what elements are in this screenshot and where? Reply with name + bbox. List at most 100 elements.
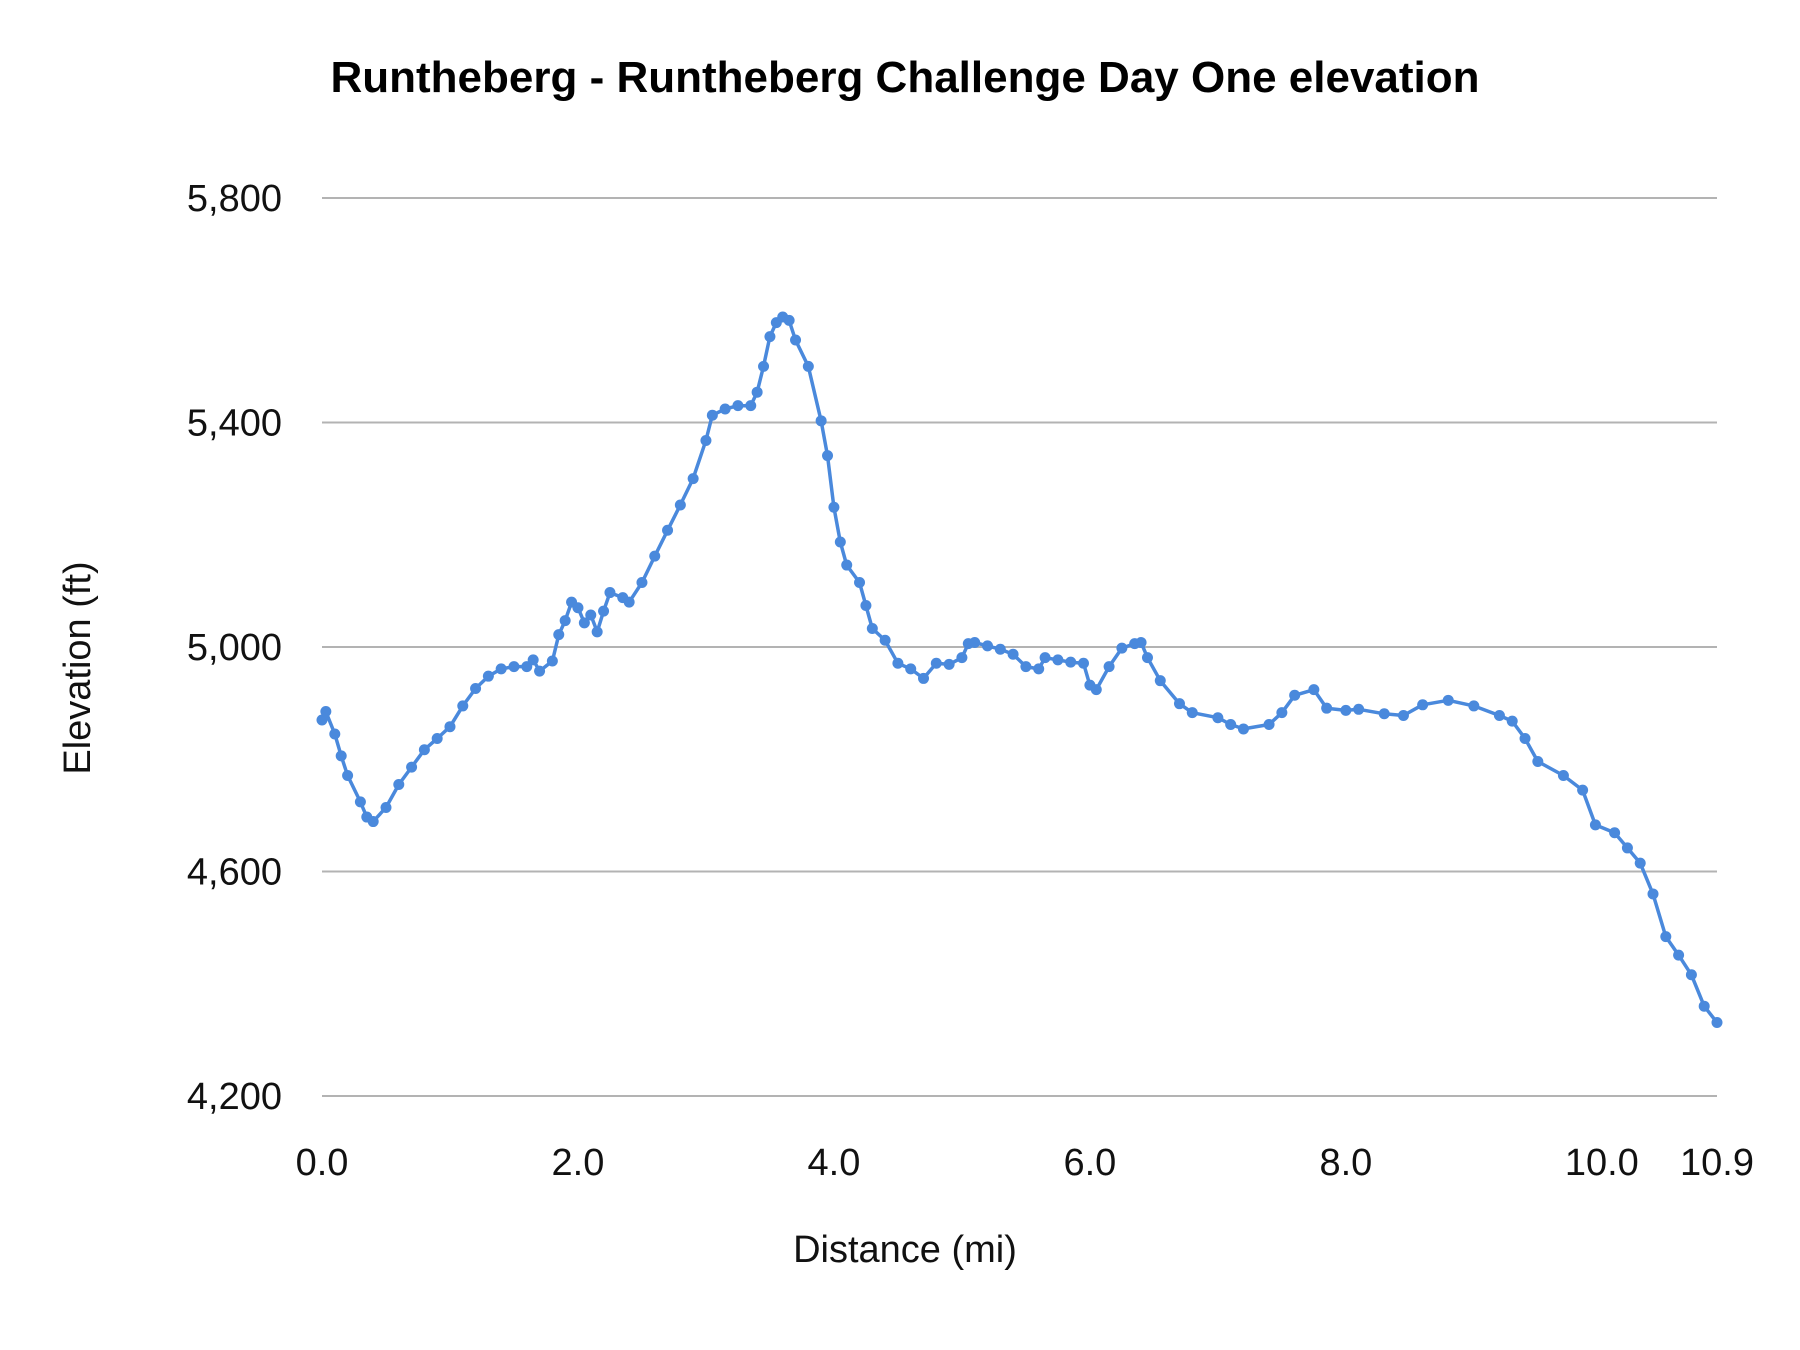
data-point: [1225, 718, 1237, 730]
data-point: [706, 409, 718, 421]
data-point: [790, 334, 802, 346]
x-tick-label: 2.0: [552, 1142, 605, 1184]
data-point: [943, 658, 955, 670]
data-point: [1589, 819, 1601, 831]
data-point: [1007, 648, 1019, 660]
data-point: [860, 599, 872, 611]
data-point: [329, 728, 341, 740]
data-point: [354, 796, 366, 808]
data-point: [700, 434, 712, 446]
data-point: [1103, 661, 1115, 673]
y-tick-label: 4,600: [187, 852, 282, 894]
data-point: [418, 744, 430, 756]
data-point: [905, 663, 917, 675]
data-point: [719, 403, 731, 415]
data-point: [1417, 699, 1429, 711]
data-point: [1660, 931, 1672, 943]
data-point: [930, 657, 942, 669]
data-point: [342, 770, 354, 782]
data-point: [841, 559, 853, 571]
data-point: [745, 400, 757, 412]
data-point: [1090, 684, 1102, 696]
y-axis-title: Elevation (ft): [57, 561, 99, 774]
data-point: [1506, 715, 1518, 727]
y-tick-label: 4,200: [187, 1076, 282, 1118]
x-tick-label: 8.0: [1319, 1142, 1372, 1184]
data-point: [1154, 675, 1166, 687]
data-point: [457, 700, 469, 712]
data-point: [1116, 642, 1128, 654]
data-point: [649, 550, 661, 562]
x-tick-label: 10.0: [1565, 1142, 1639, 1184]
data-point: [1033, 663, 1045, 675]
data-point: [572, 602, 584, 614]
data-point: [687, 473, 699, 485]
data-point: [751, 386, 763, 398]
data-point: [1685, 969, 1697, 981]
data-point: [1397, 709, 1409, 721]
data-point: [674, 499, 686, 511]
data-point: [335, 750, 347, 762]
data-point: [591, 626, 603, 638]
data-point: [1532, 755, 1544, 767]
data-point: [1135, 637, 1147, 649]
data-point: [1065, 656, 1077, 668]
data-point: [482, 670, 494, 682]
chart-title: Runtheberg - Runtheberg Challenge Day On…: [330, 53, 1479, 102]
data-point: [1647, 888, 1659, 900]
data-point: [1020, 661, 1032, 673]
y-axis-ticks: 4,200 4,600 5,000 5,400 5,800: [187, 178, 282, 1118]
data-point: [758, 360, 770, 372]
data-point: [559, 615, 571, 627]
data-point: [604, 587, 616, 599]
elevation-series: [316, 311, 1723, 1028]
data-point: [834, 536, 846, 548]
data-point: [1077, 657, 1089, 669]
x-tick-label: 4.0: [808, 1142, 861, 1184]
data-point: [1141, 652, 1153, 664]
data-point: [1039, 652, 1051, 664]
data-point: [598, 605, 610, 617]
data-point: [956, 652, 968, 664]
x-tick-label: 10.9: [1680, 1142, 1754, 1184]
data-point: [1289, 689, 1301, 701]
x-tick-label: 0.0: [296, 1142, 349, 1184]
data-point: [508, 661, 520, 673]
data-point: [527, 654, 539, 666]
data-point: [1212, 712, 1224, 724]
data-point: [1557, 770, 1569, 782]
data-point: [444, 721, 456, 733]
data-point: [892, 657, 904, 669]
data-point: [1711, 1016, 1723, 1028]
data-point: [1308, 684, 1320, 696]
data-point: [380, 802, 392, 814]
data-point: [1186, 707, 1198, 719]
data-point: [1052, 654, 1064, 666]
data-point: [982, 640, 994, 652]
data-point: [546, 655, 558, 667]
data-point: [316, 714, 328, 726]
data-point: [1263, 718, 1275, 730]
data-point: [866, 622, 878, 634]
data-point: [969, 637, 981, 649]
data-point: [1237, 723, 1249, 735]
data-point: [1468, 700, 1480, 712]
data-point: [495, 663, 507, 675]
data-point: [1276, 707, 1288, 719]
data-point: [1353, 703, 1365, 715]
y-tick-label: 5,400: [187, 403, 282, 445]
data-point: [828, 501, 840, 513]
data-point: [1577, 784, 1589, 796]
data-point: [783, 314, 795, 326]
x-tick-label: 6.0: [1063, 1142, 1116, 1184]
data-point: [1340, 704, 1352, 716]
data-point: [1609, 827, 1621, 839]
data-point: [1621, 842, 1633, 854]
data-point: [406, 761, 418, 773]
data-point: [815, 415, 827, 427]
data-point: [636, 576, 648, 588]
data-point: [802, 360, 814, 372]
y-tick-label: 5,000: [187, 627, 282, 669]
data-point: [879, 634, 891, 646]
